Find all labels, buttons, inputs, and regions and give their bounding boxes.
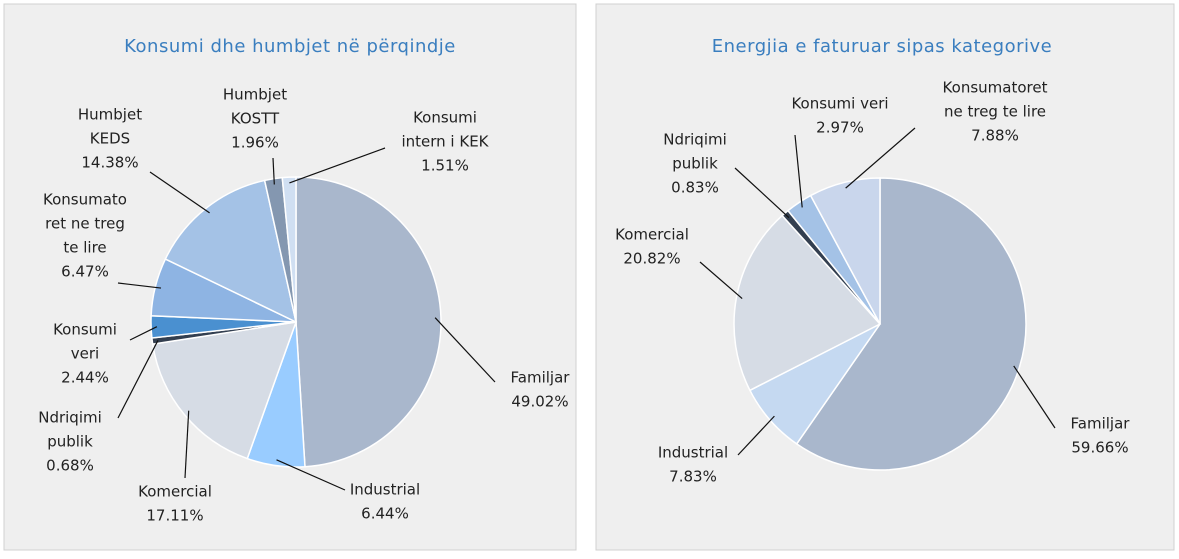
leader-line [434, 317, 496, 383]
data-label: intern i KEK [401, 133, 489, 151]
data-label: 6.47% [61, 263, 109, 281]
leader-line [117, 282, 162, 289]
data-label: 0.68% [46, 457, 94, 475]
data-label: Familjar [511, 369, 571, 387]
leader-line [794, 134, 803, 208]
data-label: 1.96% [231, 134, 279, 152]
leader-line [129, 326, 158, 341]
data-label: Konsumi veri [791, 95, 888, 113]
data-label: KOSTT [231, 110, 280, 128]
data-label: ne treg te lire [944, 103, 1046, 121]
data-label: 17.11% [146, 507, 203, 525]
leader-line [117, 340, 159, 419]
pie-slice [733, 214, 882, 392]
data-label: 0.83% [671, 179, 719, 197]
pie-slice [164, 179, 298, 324]
chart-title: Konsumi dhe humbjet në përqindje [124, 36, 456, 57]
data-label: 20.82% [623, 250, 680, 268]
pie-slice [151, 321, 298, 460]
data-label: Komercial [615, 226, 689, 244]
leader-line [845, 127, 916, 189]
data-label: publik [47, 433, 93, 451]
data-label: te lire [63, 239, 106, 257]
data-label: 59.66% [1071, 439, 1128, 457]
data-label: 2.44% [61, 369, 109, 387]
data-label: Konsumatoret [943, 79, 1048, 97]
data-label: Konsumi [413, 109, 477, 127]
leader-line [272, 157, 275, 185]
leader-line [149, 171, 210, 214]
pie-slice [281, 176, 297, 323]
leader-line [276, 459, 346, 491]
data-label: Konsumato [43, 191, 127, 209]
leader-line [699, 261, 743, 299]
data-label: 7.88% [971, 127, 1019, 145]
leader-line [289, 147, 386, 184]
data-label: KEDS [90, 130, 130, 148]
data-label: Komercial [138, 483, 212, 501]
data-label: Ndriqimi [38, 409, 102, 427]
data-label: Industrial [658, 444, 728, 462]
data-label: 2.97% [816, 119, 864, 137]
data-label: Familjar [1071, 415, 1131, 433]
data-label: Ndriqimi [663, 131, 727, 149]
data-label: publik [672, 155, 718, 173]
data-label: Industrial [350, 481, 420, 499]
data-label: Humbjet [78, 106, 142, 124]
leader-line [734, 167, 790, 218]
pie-slice [809, 177, 881, 325]
data-label: Humbjet [223, 86, 287, 104]
data-label: 49.02% [511, 393, 568, 411]
leader-line [184, 410, 190, 479]
chart-title: Energjia e faturuar sipas kategorive [712, 36, 1052, 57]
data-label: Konsumi [53, 321, 117, 339]
leader-line [737, 415, 775, 456]
data-label: ret ne treg [45, 215, 125, 233]
leader-line [1013, 365, 1056, 429]
data-label: 7.83% [669, 468, 717, 486]
pie-slice [295, 176, 442, 468]
pie-slice [795, 177, 1027, 471]
data-label: 14.38% [81, 154, 138, 172]
data-label: 1.51% [421, 157, 469, 175]
data-label: veri [71, 345, 99, 363]
data-label: 6.44% [361, 505, 409, 523]
